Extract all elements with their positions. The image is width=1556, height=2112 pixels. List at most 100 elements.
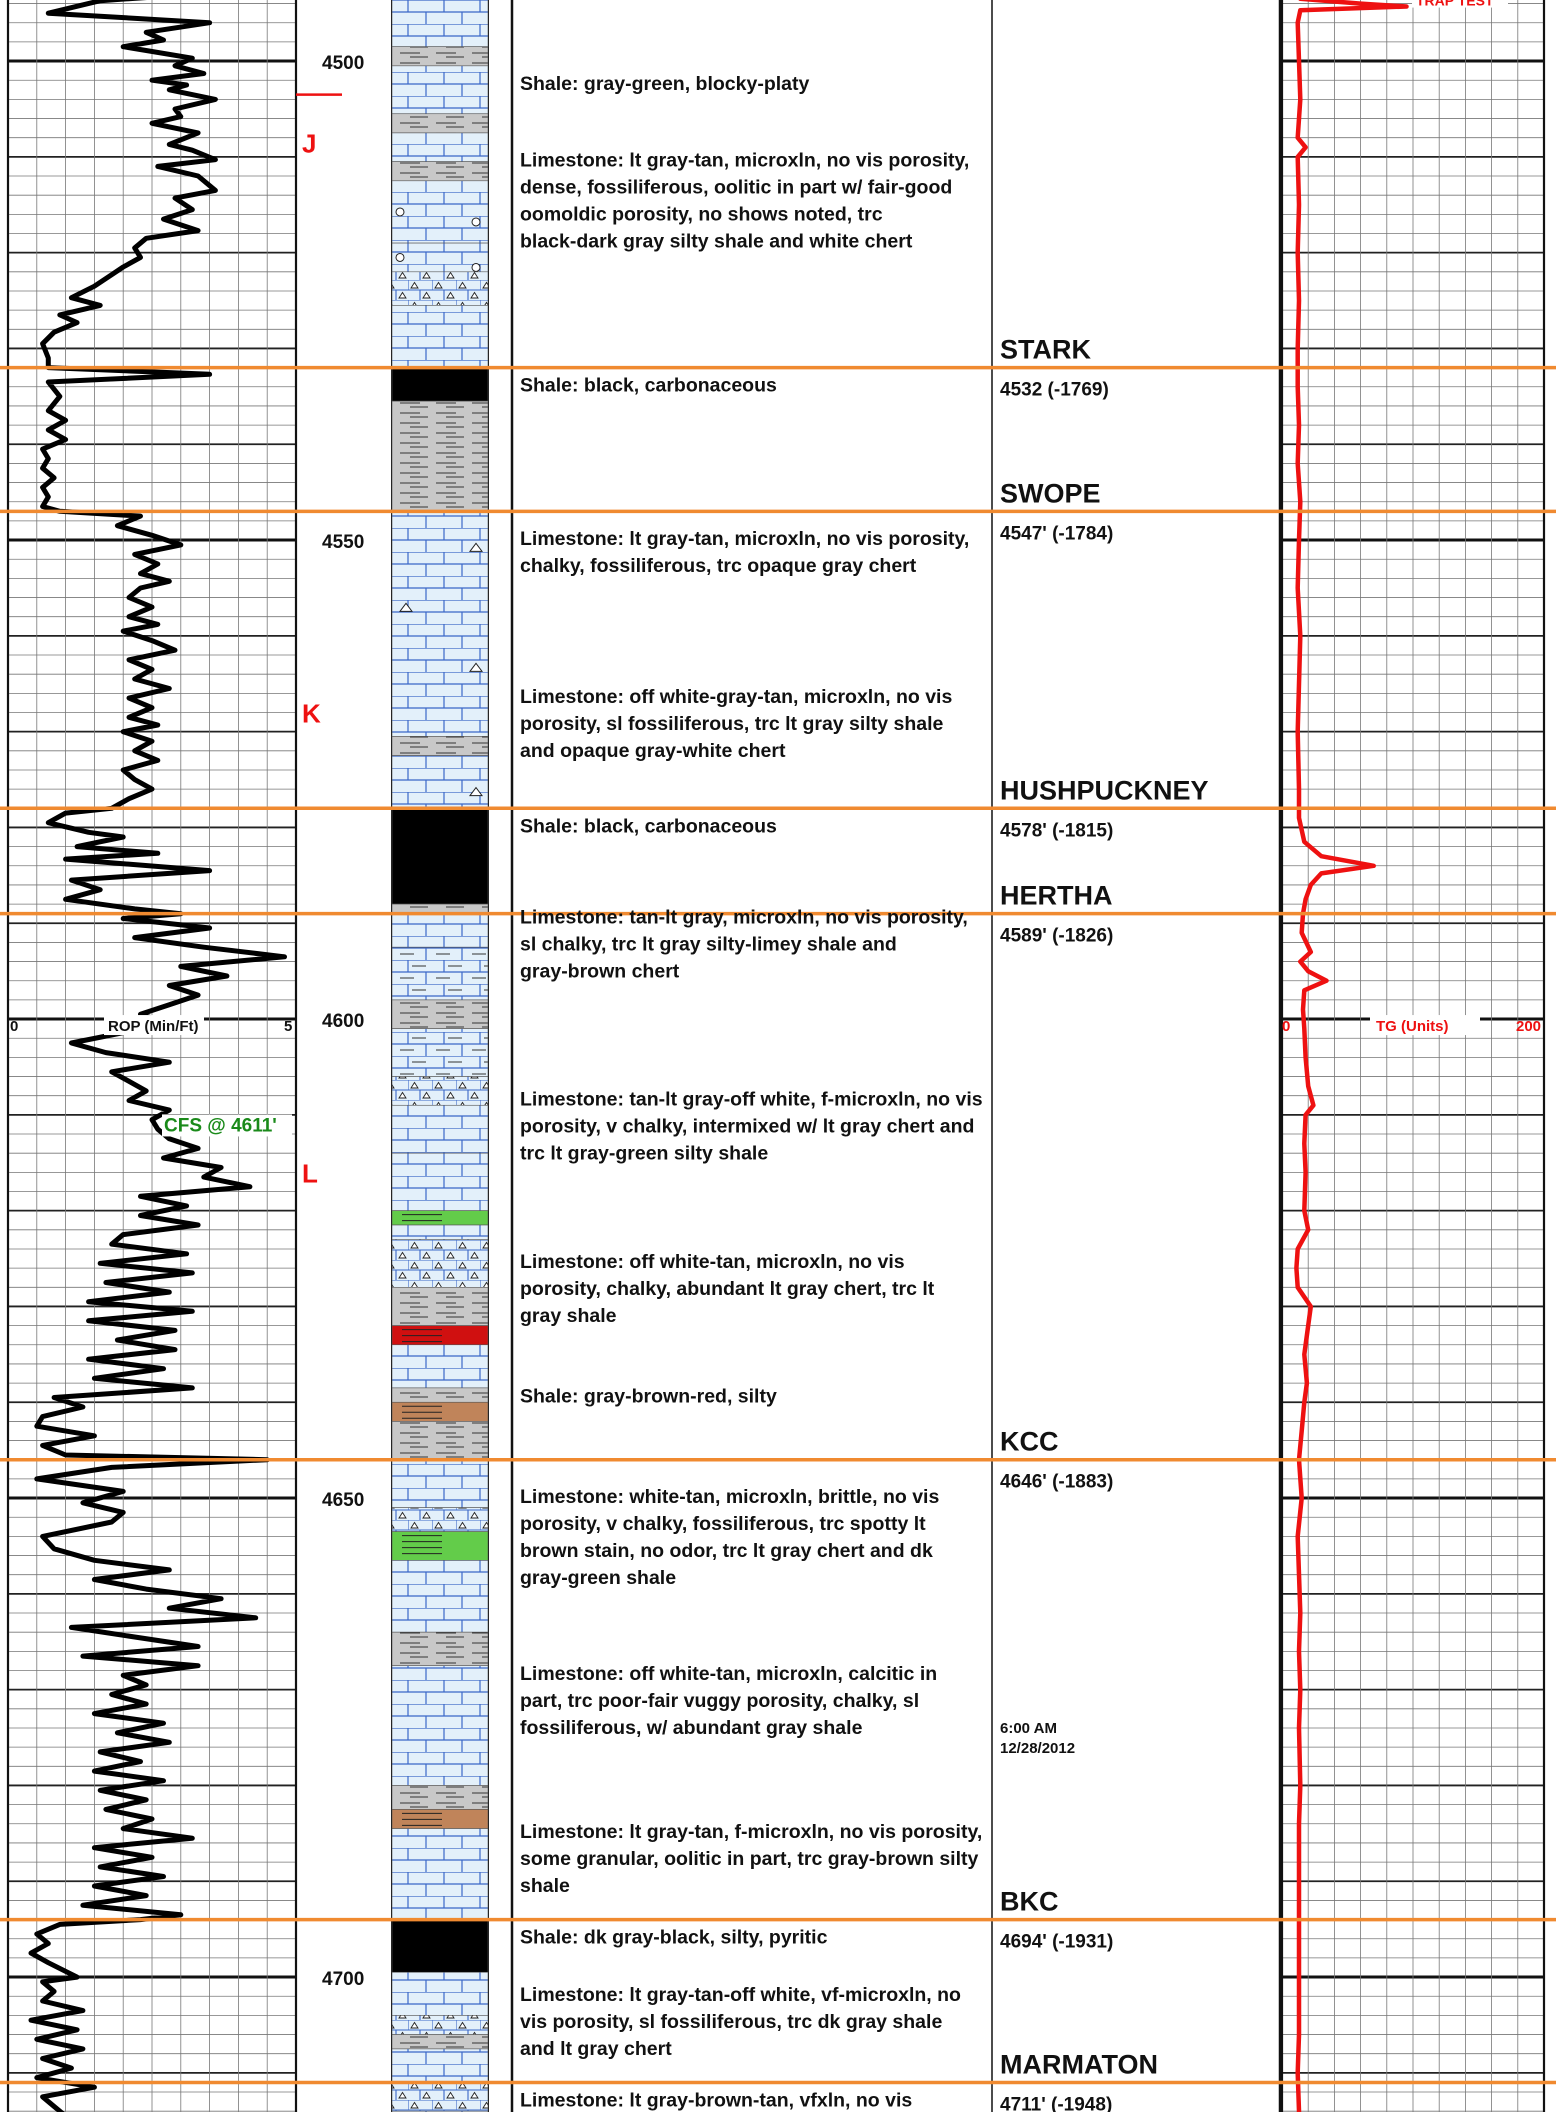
- lithology-description-line: Shale: black, carbonaceous: [520, 375, 777, 397]
- lithology-bed-limestone: [391, 132, 489, 162]
- lithology-description-line: gray-brown chert: [520, 960, 680, 982]
- lithology-bed-shale-black: [391, 807, 489, 905]
- formation-pick-stark: 4532 (-1769): [1000, 380, 1109, 401]
- depth-label: 4550: [322, 532, 364, 553]
- zone-letter-j: J: [302, 128, 316, 158]
- lithology-bed-limestone: [391, 1828, 489, 1920]
- chert-symbol: [399, 602, 413, 612]
- lithology-description-line: and lt gray chert: [520, 2038, 672, 2060]
- lithology-bed-limestone-cherty: [391, 1507, 489, 1532]
- lithology-bed-limestone: [391, 1459, 489, 1508]
- lithology-description-line: some granular, oolitic in part, trc gray…: [520, 1848, 979, 1870]
- lithology-bed-limestone: [391, 1152, 489, 1211]
- lithology-bed-shale-gray: [391, 113, 489, 134]
- cfs-marker-label: CFS @ 4611': [164, 1115, 277, 1136]
- lithology-description-line: sl chalky, trc lt gray silty-limey shale…: [520, 933, 897, 955]
- formation-name-stark: STARK: [1000, 335, 1091, 365]
- lithology-description-line: Limestone: lt gray-tan, microxln, no vis…: [520, 149, 969, 171]
- trap-test-label: TRAP TEST: [1416, 0, 1494, 9]
- formation-pick-marmaton: 4711' (-1948): [1000, 2094, 1112, 2112]
- lithology-bed-shale-gray: [391, 400, 489, 512]
- rop-scale-min: 0: [10, 1018, 18, 1035]
- lithology-description-line: oomoldic porosity, no shows noted, trc: [520, 203, 883, 225]
- lithology-description-line: fossiliferous, w/ abundant gray shale: [520, 1717, 863, 1739]
- trap-test-bg: [1412, 0, 1508, 8]
- lithology-description-line: and opaque gray-white chert: [520, 740, 786, 762]
- lithology-bed-limestone: [391, 305, 489, 368]
- lithology-description-line: Shale: gray-green, blocky-platy: [520, 73, 809, 95]
- lithology-description-line: porosity, sl fossiliferous, trc lt gray …: [520, 713, 944, 735]
- lithology-description-line: Shale: dk gray-black, silty, pyritic: [520, 1927, 828, 1949]
- lithology-description-line: black-dark gray silty shale and white ch…: [520, 230, 913, 252]
- lithology-bed-limestone-oolitic: [391, 180, 489, 244]
- time-stamp-time: 6:00 AM: [1000, 1720, 1057, 1737]
- lithology-description-line: Limestone: tan-lt gray-off white, f-micr…: [520, 1088, 983, 1110]
- lithology-bed-limestone: [391, 1224, 489, 1240]
- lithology-bed-shale-gray: [391, 161, 489, 182]
- depth-label: 4650: [322, 1490, 364, 1511]
- formation-name-kcc: KCC: [1000, 1427, 1059, 1457]
- oolite-symbol: [471, 262, 481, 272]
- lithology-bed-limestone: [391, 1560, 489, 1633]
- zone-letter-l: L: [302, 1158, 318, 1188]
- chert-symbol: [469, 542, 483, 552]
- depth-label: 4700: [322, 1969, 364, 1990]
- lithology-bed-limestone-cherty: [391, 2082, 489, 2112]
- lithology-bed-limestone-chert: [391, 511, 489, 737]
- lithology-description-line: dense, fossiliferous, oolitic in part w/…: [520, 176, 952, 198]
- lithology-bed-limestone: [391, 1971, 489, 2016]
- lithology-description-line: shale: [520, 1875, 570, 1897]
- gas-scale-title-bg: [1370, 1015, 1480, 1036]
- lithology-description-line: Limestone: white-tan, microxln, brittle,…: [520, 1486, 939, 1508]
- lithology-bed-shale-black: [391, 1919, 489, 1973]
- lithology-description-line: porosity, v chalky, fossiliferous, trc s…: [520, 1513, 926, 1535]
- lithology-bed-shale-gray: [391, 736, 489, 756]
- lithology-bed-limestone-shaly: [391, 946, 489, 1001]
- lithology-bed-limestone: [391, 0, 489, 47]
- oolite-symbol: [471, 217, 481, 227]
- lithology-bed-limestone-cherty: [391, 271, 489, 306]
- lithology-description-line: part, trc poor-fair vuggy porosity, chal…: [520, 1690, 919, 1712]
- lithology-description-line: gray-green shale: [520, 1567, 676, 1589]
- rop-scale-title-bg: [104, 1015, 204, 1036]
- lithology-bed-limestone-shaly: [391, 1028, 489, 1077]
- formation-name-marmaton: MARMATON: [1000, 2049, 1158, 2079]
- total-gas-curve: [1294, 0, 1409, 2112]
- lithology-bed-limestone: [391, 1104, 489, 1154]
- formation-name-hushpuckney: HUSHPUCKNEY: [1000, 775, 1209, 805]
- formation-pick-bkc: 4694' (-1931): [1000, 1932, 1113, 1953]
- lithology-bed-shale-gray: [391, 46, 489, 67]
- depth-label: 4600: [322, 1011, 364, 1032]
- lithology-bed-shale-gray: [391, 1287, 489, 1326]
- lithology-bed-limestone-cherty: [391, 2015, 489, 2035]
- lithology-bed-limestone: [391, 1665, 489, 1786]
- depth-label: 4500: [322, 53, 364, 74]
- lithology-description-line: Limestone: off white-tan, microxln, calc…: [520, 1663, 937, 1685]
- lithology-bed-limestone: [391, 2048, 489, 2083]
- rop-curve: [28, 0, 287, 2112]
- lithology-bed-limestone: [391, 913, 489, 948]
- lithology-description-line: Shale: gray-brown-red, silty: [520, 1385, 777, 1407]
- lithology-bed-shale-gray: [391, 2034, 489, 2050]
- lithology-description-line: Shale: black, carbonaceous: [520, 815, 777, 837]
- formation-pick-kcc: 4646' (-1883): [1000, 1472, 1113, 1493]
- lithology-bed-shale-green: [391, 1210, 489, 1226]
- chert-symbol: [469, 786, 483, 797]
- lithology-bed-shale-gray: [391, 1631, 489, 1667]
- lithology-description-line: vis porosity, sl fossiliferous, trc dk g…: [520, 2011, 942, 2033]
- gas-scale-max: 200: [1516, 1018, 1541, 1035]
- zone-letter-k: K: [302, 699, 321, 729]
- lithology-description-line: porosity, v chalky, intermixed w/ lt gra…: [520, 1115, 974, 1137]
- lithology-description-line: Limestone: off white-tan, microxln, no v…: [520, 1251, 905, 1273]
- lithology-bed-limestone-cherty: [391, 1239, 489, 1288]
- lithology-bed-shale-gray: [391, 1387, 489, 1403]
- lithology-bed-limestone-cherty: [391, 1076, 489, 1106]
- lithology-description-line: porosity, chalky, abundant lt gray chert…: [520, 1278, 935, 1300]
- lithology-bed-shale-black: [391, 367, 489, 402]
- chert-symbol: [469, 662, 483, 672]
- formation-name-swope: SWOPE: [1000, 478, 1101, 508]
- time-stamp-date: 12/28/2012: [1000, 1740, 1075, 1757]
- lithology-description-line: gray shale: [520, 1305, 617, 1327]
- lithology-bed-shale-gray: [391, 999, 489, 1029]
